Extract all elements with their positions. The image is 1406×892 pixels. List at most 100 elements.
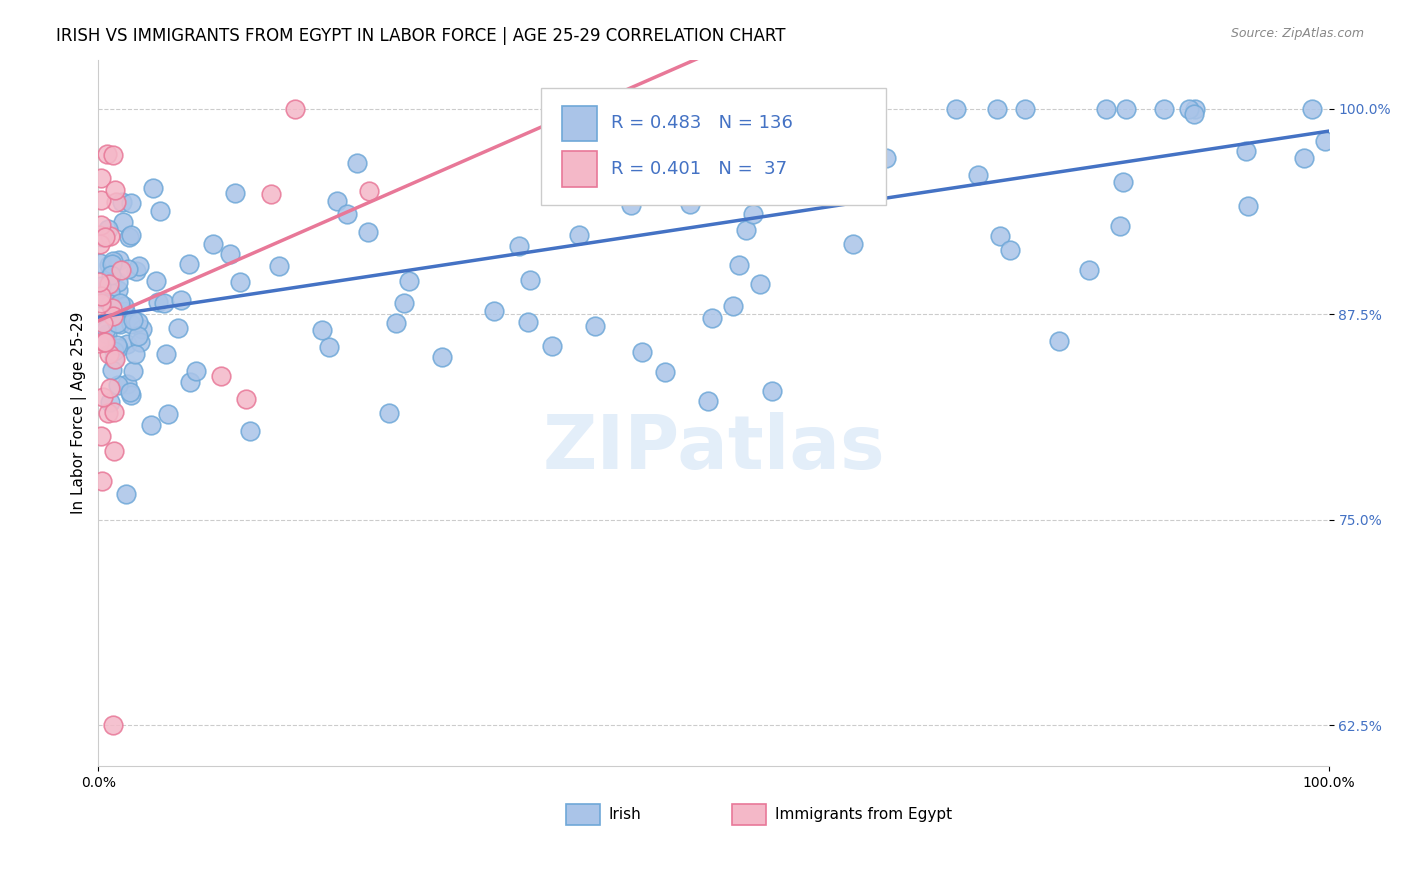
Point xyxy=(685,102,707,116)
Point xyxy=(1315,135,1337,149)
Point xyxy=(177,257,200,271)
Point xyxy=(111,214,134,228)
Point xyxy=(567,227,589,242)
Point xyxy=(89,237,111,252)
Point xyxy=(115,377,138,392)
Point xyxy=(782,122,804,136)
Point xyxy=(103,148,125,162)
Point xyxy=(122,313,145,327)
Point xyxy=(98,347,121,361)
Point xyxy=(90,230,112,244)
Point xyxy=(115,337,138,351)
Point xyxy=(90,291,112,305)
Point xyxy=(998,244,1021,258)
Text: Immigrants from Egypt: Immigrants from Egypt xyxy=(775,807,952,822)
Point xyxy=(658,186,681,200)
Point xyxy=(90,218,112,232)
Point xyxy=(105,338,128,352)
Point xyxy=(97,222,120,236)
Point xyxy=(1292,151,1315,165)
Point xyxy=(107,275,129,289)
Point xyxy=(267,259,290,273)
Point xyxy=(700,162,723,177)
Point xyxy=(740,135,762,149)
Point xyxy=(655,123,678,137)
Point xyxy=(114,304,136,318)
Point xyxy=(738,102,761,116)
Point xyxy=(377,406,399,420)
Point xyxy=(98,228,121,243)
Point xyxy=(98,277,121,292)
Text: R = 0.483   N = 136: R = 0.483 N = 136 xyxy=(612,114,793,132)
Point xyxy=(110,263,132,277)
Point xyxy=(311,323,333,337)
Point xyxy=(145,274,167,288)
Point xyxy=(669,112,692,127)
Point xyxy=(128,259,150,273)
Point xyxy=(142,180,165,194)
Point xyxy=(235,392,257,406)
Text: ZIPatlas: ZIPatlas xyxy=(543,412,884,485)
Point xyxy=(103,344,125,359)
Point xyxy=(721,299,744,313)
Point xyxy=(120,388,142,402)
Point xyxy=(696,393,718,408)
Point xyxy=(1112,175,1135,189)
Point xyxy=(107,342,129,356)
Point xyxy=(945,102,967,116)
Point xyxy=(482,304,505,318)
Point xyxy=(814,102,837,116)
Point xyxy=(98,285,121,299)
Point xyxy=(1014,102,1036,116)
Point xyxy=(519,273,541,287)
Point xyxy=(735,223,758,237)
Point xyxy=(103,183,125,197)
Point xyxy=(202,236,225,251)
Point xyxy=(101,301,124,315)
Point xyxy=(120,228,142,243)
Point xyxy=(517,315,540,329)
Point xyxy=(167,321,190,335)
Point xyxy=(91,316,114,330)
Point xyxy=(1177,102,1199,116)
Point xyxy=(125,264,148,278)
Point xyxy=(91,390,114,404)
Point xyxy=(100,268,122,282)
Point xyxy=(357,184,380,198)
Point xyxy=(105,317,128,331)
Point xyxy=(1184,102,1206,116)
Point xyxy=(741,207,763,221)
Point xyxy=(89,275,111,289)
Point xyxy=(430,351,453,365)
Point xyxy=(702,311,724,326)
Point xyxy=(1115,102,1137,116)
FancyBboxPatch shape xyxy=(562,152,596,186)
Point xyxy=(105,194,128,209)
Point xyxy=(318,341,340,355)
Point xyxy=(988,228,1011,243)
Point xyxy=(107,377,129,392)
Point xyxy=(90,475,112,489)
Point xyxy=(103,351,125,366)
Point xyxy=(875,151,897,165)
Point xyxy=(681,151,703,165)
Point xyxy=(112,299,135,313)
Point xyxy=(96,147,118,161)
FancyBboxPatch shape xyxy=(562,105,596,141)
Point xyxy=(124,347,146,361)
Point xyxy=(89,256,111,270)
Point xyxy=(1077,263,1099,277)
Point xyxy=(90,171,112,186)
Point xyxy=(118,229,141,244)
Point xyxy=(1182,107,1205,121)
Point xyxy=(153,296,176,310)
Point xyxy=(117,262,139,277)
Point xyxy=(108,295,131,310)
Point xyxy=(676,161,699,175)
Point xyxy=(104,307,127,321)
Point xyxy=(90,428,112,442)
Point xyxy=(679,197,702,211)
Y-axis label: In Labor Force | Age 25-29: In Labor Force | Age 25-29 xyxy=(72,312,87,514)
Point xyxy=(148,203,170,218)
Point xyxy=(356,225,378,239)
